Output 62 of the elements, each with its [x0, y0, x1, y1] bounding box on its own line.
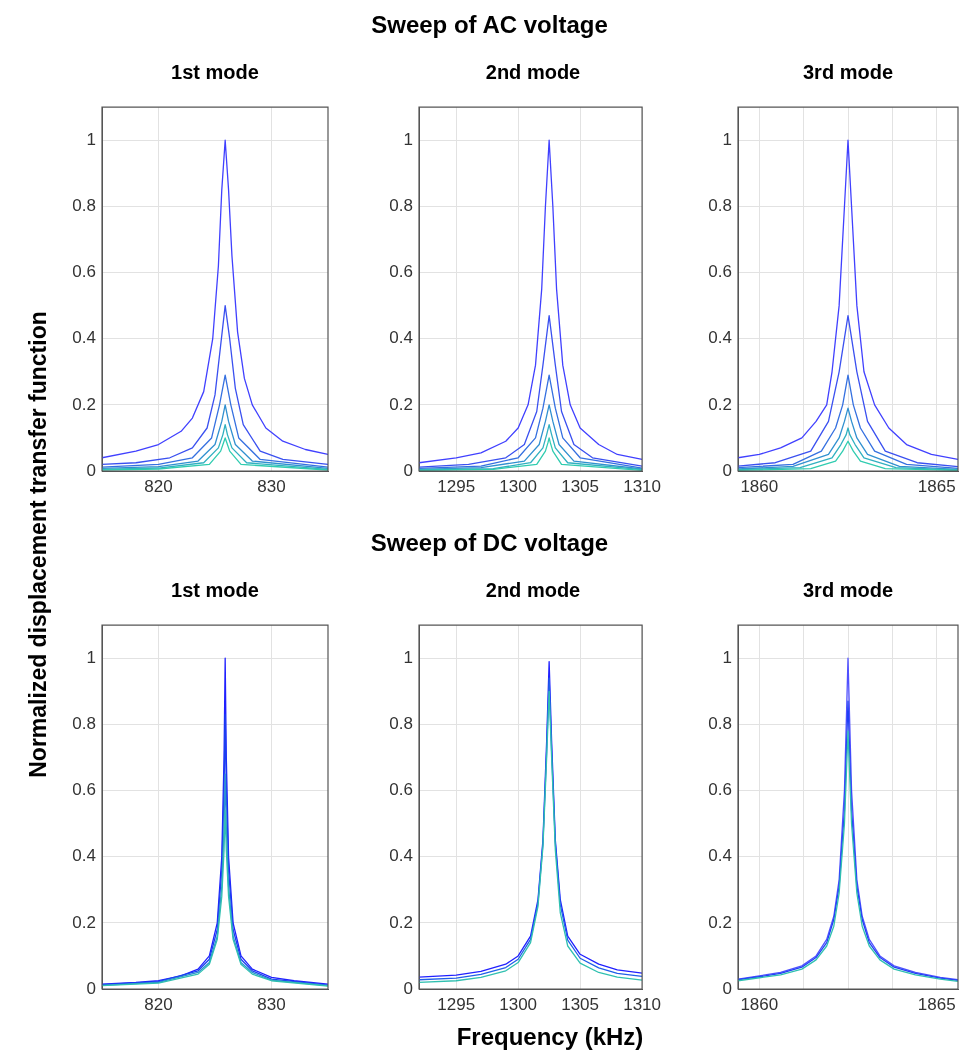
x-tick-label: 1295: [437, 994, 476, 1014]
chart-title: 2nd mode: [484, 579, 582, 602]
y-tick-label: 0.8: [389, 714, 413, 734]
x-tick-label: 1300: [499, 994, 538, 1014]
y-tick-label: 0.6: [72, 262, 96, 282]
x-tick-label: 1310: [623, 476, 661, 496]
y-tick-label: 0: [86, 978, 96, 998]
chart-title: 1st mode: [170, 61, 260, 84]
y-tick-label: 0.2: [708, 912, 732, 932]
x-tick-label: 1860: [740, 994, 779, 1014]
chart-title: 3rd mode: [802, 579, 894, 602]
y-tick-label: 0: [722, 460, 732, 480]
x-tick-label: 1860: [740, 476, 779, 496]
x-tick-label: 1310: [623, 994, 661, 1014]
y-tick-label: 1: [722, 129, 732, 149]
x-tick-label: 830: [257, 994, 286, 1014]
y-tick-label: 0.2: [389, 394, 413, 414]
x-tick-label: 1865: [917, 994, 956, 1014]
x-tick-label: 1300: [499, 476, 538, 496]
y-axis-title: Normalized displacement transfer function: [24, 310, 52, 780]
x-tick-label: 1295: [437, 476, 476, 496]
y-tick-label: 0.6: [389, 780, 413, 800]
y-tick-label: 0.4: [72, 328, 96, 348]
chart-title: 3rd mode: [802, 61, 894, 84]
y-tick-label: 0.2: [72, 912, 96, 932]
y-tick-label: 0.4: [389, 328, 413, 348]
y-tick-label: 0.2: [72, 394, 96, 414]
x-tick-label: 1305: [561, 476, 600, 496]
x-tick-label: 820: [144, 476, 173, 496]
y-tick-label: 0.2: [708, 394, 732, 414]
x-tick-label: 1865: [917, 476, 956, 496]
y-tick-label: 0.4: [389, 846, 413, 866]
y-tick-label: 1: [403, 129, 413, 149]
text: Sweep of AC voltage: [370, 11, 609, 39]
x-axis-title: Frequency (kHz): [455, 1023, 645, 1051]
y-tick-label: 0.4: [708, 328, 732, 348]
y-tick-label: 0.8: [708, 714, 732, 734]
y-tick-label: 0.8: [72, 196, 96, 216]
y-tick-label: 0.4: [708, 846, 732, 866]
y-tick-label: 0.6: [708, 262, 732, 282]
chart-title: 1st mode: [170, 579, 260, 602]
y-tick-label: 0: [403, 978, 413, 998]
y-tick-label: 0.6: [389, 262, 413, 282]
y-tick-label: 0: [403, 460, 413, 480]
y-tick-label: 1: [86, 647, 96, 667]
chart-title: 2nd mode: [484, 61, 582, 84]
y-tick-label: 1: [86, 129, 96, 149]
y-tick-label: 1: [403, 647, 413, 667]
y-tick-label: 0.2: [389, 912, 413, 932]
y-tick-label: 0.8: [708, 196, 732, 216]
y-tick-label: 0.6: [708, 780, 732, 800]
y-tick-label: 0.8: [389, 196, 413, 216]
x-tick-label: 830: [257, 476, 286, 496]
y-tick-label: 0.4: [72, 846, 96, 866]
y-tick-label: 0: [722, 978, 732, 998]
y-tick-label: 0: [86, 460, 96, 480]
x-tick-label: 820: [144, 994, 173, 1014]
text: Sweep of DC voltage: [370, 529, 609, 556]
y-tick-label: 0.6: [72, 780, 96, 800]
y-tick-label: 0.8: [72, 714, 96, 734]
y-tick-label: 1: [722, 647, 732, 667]
x-tick-label: 1305: [561, 994, 600, 1014]
